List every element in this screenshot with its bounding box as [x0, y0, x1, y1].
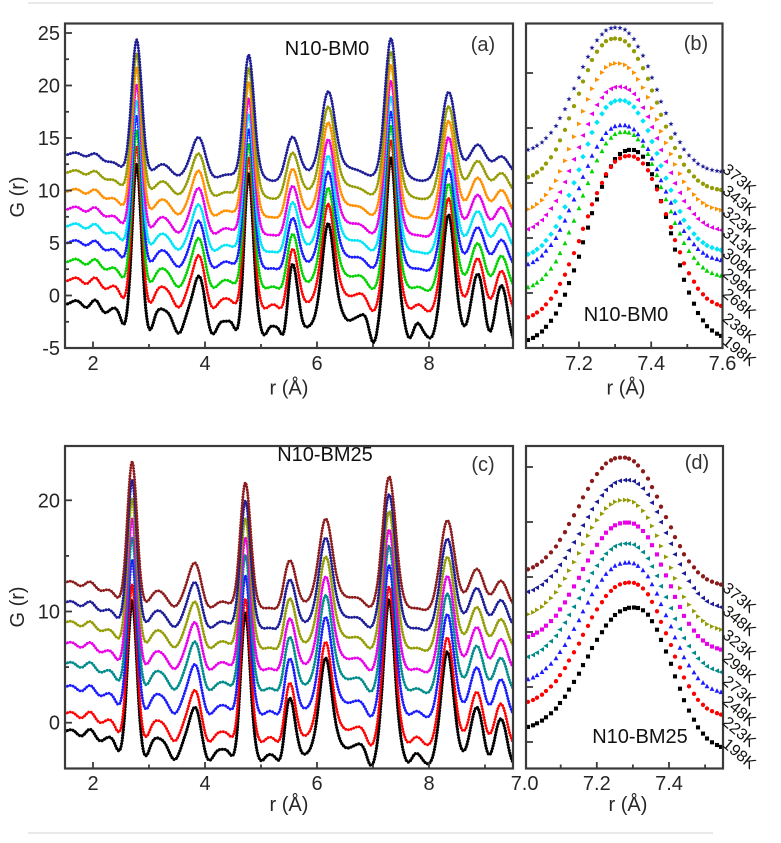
svg-text:7.4: 7.4: [655, 773, 683, 795]
svg-text:-5: -5: [42, 338, 60, 360]
svg-text:4: 4: [199, 353, 210, 375]
svg-text:(b): (b): [684, 33, 708, 55]
svg-text:0: 0: [49, 286, 60, 308]
svg-text:20: 20: [38, 490, 60, 512]
svg-text:4: 4: [199, 773, 210, 795]
svg-text:7.4: 7.4: [637, 353, 665, 375]
svg-text:20: 20: [38, 76, 60, 98]
svg-text:6: 6: [311, 353, 322, 375]
svg-text:15: 15: [38, 128, 60, 150]
svg-text:0: 0: [49, 713, 60, 735]
svg-text:7.6: 7.6: [709, 353, 737, 375]
svg-text:8: 8: [423, 353, 434, 375]
svg-text:7.0: 7.0: [511, 773, 539, 795]
svg-text:7.2: 7.2: [565, 353, 593, 375]
svg-text:(a): (a): [471, 34, 495, 56]
svg-text:r (Å): r (Å): [607, 377, 646, 400]
svg-text:G (r): G (r): [7, 586, 29, 627]
svg-text:(d): (d): [685, 452, 709, 474]
svg-text:25: 25: [38, 23, 60, 45]
svg-text:r (Å): r (Å): [270, 377, 309, 400]
svg-text:5: 5: [49, 233, 60, 255]
svg-text:G (r): G (r): [7, 176, 29, 217]
svg-text:N10-BM0: N10-BM0: [584, 304, 668, 326]
svg-text:6: 6: [311, 773, 322, 795]
svg-text:(c): (c): [471, 454, 494, 476]
svg-text:r (Å): r (Å): [609, 793, 648, 816]
svg-text:N10-BM0: N10-BM0: [285, 38, 369, 60]
svg-text:N10-BM25: N10-BM25: [277, 444, 373, 466]
svg-text:8: 8: [423, 773, 434, 795]
svg-text:2: 2: [87, 773, 98, 795]
svg-text:7.2: 7.2: [583, 773, 611, 795]
svg-text:2: 2: [87, 353, 98, 375]
svg-text:10: 10: [38, 602, 60, 624]
svg-text:N10-BM25: N10-BM25: [592, 726, 688, 748]
svg-text:r (Å): r (Å): [270, 793, 309, 816]
svg-text:10: 10: [38, 181, 60, 203]
